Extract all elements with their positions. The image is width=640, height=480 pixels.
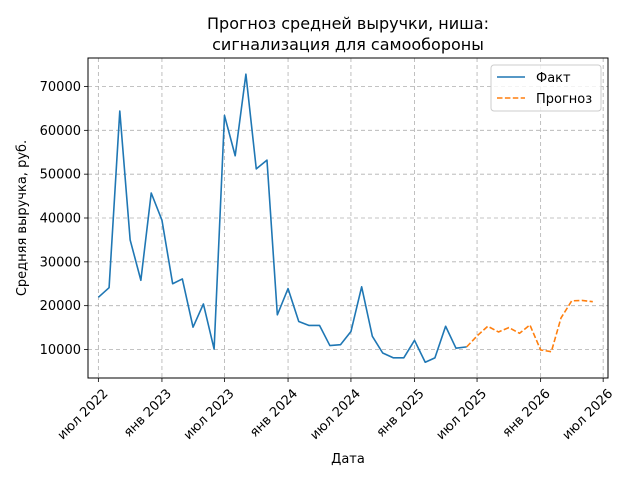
y-tick-label: 70000 xyxy=(40,80,81,95)
y-tick-label: 50000 xyxy=(40,168,81,183)
series-lines xyxy=(97,73,593,364)
y-tick-label: 30000 xyxy=(40,255,81,270)
y-axis-ticks: 10000 20000 30000 40000 50000 60000 70000 xyxy=(40,80,88,358)
legend-fact-label: Факт xyxy=(536,71,571,86)
y-tick-label: 40000 xyxy=(40,212,81,227)
chart-title-line1: Прогноз средней выручки, ниша: xyxy=(207,14,489,33)
y-tick-label: 20000 xyxy=(40,299,81,314)
legend-forecast-label: Прогноз xyxy=(536,92,592,107)
y-axis-label: Средняя выручка, руб. xyxy=(15,140,30,296)
chart-title-line2: сигнализация для самообороны xyxy=(212,35,484,54)
series-fact-line xyxy=(97,73,467,364)
y-tick-label: 10000 xyxy=(40,343,81,358)
x-axis-label: Дата xyxy=(331,452,365,467)
grid-lines xyxy=(88,58,608,378)
legend: Факт Прогноз xyxy=(490,64,602,112)
y-tick-label: 60000 xyxy=(40,124,81,139)
